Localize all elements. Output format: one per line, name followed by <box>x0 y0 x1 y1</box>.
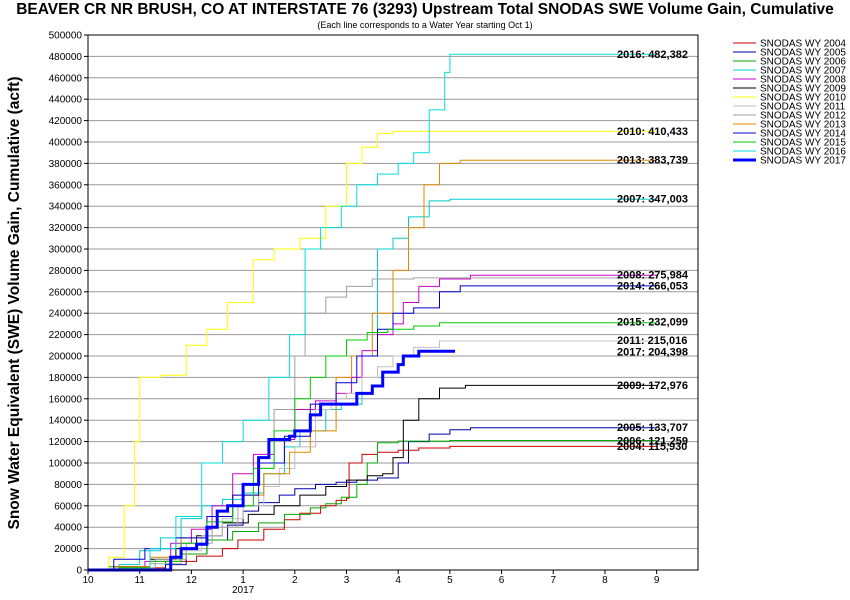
legend-label: SNODAS WY 2006 <box>760 57 846 68</box>
x-tick-label: 5 <box>447 575 453 586</box>
y-tick-label: 380000 <box>49 159 83 170</box>
series-line <box>88 130 658 571</box>
y-tick-label: 420000 <box>49 116 83 127</box>
y-tick-label: 0 <box>76 566 82 577</box>
x-tick-label: 3 <box>344 575 350 586</box>
y-tick-label: 480000 <box>49 52 83 63</box>
legend-label: SNODAS WY 2017 <box>760 156 846 167</box>
legend-label: SNODAS WY 2011 <box>760 102 846 113</box>
series-end-label: 2014: 266,053 <box>617 280 688 292</box>
x-tick-label: 2 <box>292 575 298 586</box>
x-tick-label: 4 <box>395 575 401 586</box>
series-line <box>88 159 658 571</box>
series-line <box>88 440 658 571</box>
series-line <box>88 198 658 571</box>
series-end-label: 2011: 215,016 <box>617 335 687 347</box>
y-tick-label: 240000 <box>49 309 83 320</box>
series-end-label: 2004: 115,930 <box>617 441 687 453</box>
y-tick-label: 220000 <box>49 330 83 341</box>
series-end-label: 2013: 383,739 <box>617 154 688 166</box>
legend-label: SNODAS WY 2010 <box>760 93 846 104</box>
series-end-label: 2009: 172,976 <box>617 380 688 392</box>
y-tick-label: 340000 <box>49 202 83 213</box>
legend-label: SNODAS WY 2014 <box>760 129 846 140</box>
y-tick-label: 60000 <box>54 501 82 512</box>
series-end-label: 2015: 232,099 <box>617 317 688 329</box>
x-tick-label: 12 <box>186 575 198 586</box>
y-tick-label: 500000 <box>49 31 83 42</box>
x-tick-label: 7 <box>550 575 556 586</box>
y-tick-label: 160000 <box>49 394 83 405</box>
series-line <box>88 321 658 571</box>
x-tick-label: 9 <box>654 575 660 586</box>
y-tick-label: 400000 <box>49 138 83 149</box>
y-tick-label: 300000 <box>49 245 83 256</box>
y-tick-label: 80000 <box>54 480 82 491</box>
series-end-label: 2016: 482,382 <box>617 49 688 61</box>
y-tick-label: 460000 <box>49 73 83 84</box>
y-tick-label: 280000 <box>49 266 83 277</box>
legend-label: SNODAS WY 2005 <box>760 48 846 59</box>
plot-frame <box>87 34 699 571</box>
legend-label: SNODAS WY 2009 <box>760 84 846 95</box>
legend-label: SNODAS WY 2015 <box>760 138 846 149</box>
x-tick-label: 6 <box>499 575 505 586</box>
legend-label: SNODAS WY 2008 <box>760 75 846 86</box>
x-tick-label: 1 <box>240 575 246 586</box>
series-end-label: 2005: 133,707 <box>617 422 688 434</box>
series-lines <box>88 53 658 572</box>
x-tick-label: 8 <box>602 575 608 586</box>
y-tick-label: 200000 <box>49 352 83 363</box>
series-end-label: 2008: 275,984 <box>617 270 689 282</box>
y-tick-label: 100000 <box>49 459 83 470</box>
x-tick-label: 10 <box>82 575 94 586</box>
y-tick-label: 140000 <box>49 416 83 427</box>
y-tick-label: 40000 <box>54 523 82 534</box>
legend-label: SNODAS WY 2013 <box>760 120 846 131</box>
legend-label: SNODAS WY 2007 <box>760 66 846 77</box>
series-line <box>88 53 658 571</box>
series-line <box>88 349 455 572</box>
y-tick-label: 360000 <box>49 180 83 191</box>
series-end-label: 2010: 410,433 <box>617 126 688 138</box>
chart-title: BEAVER CR NR BRUSH, CO AT INTERSTATE 76 … <box>16 1 834 18</box>
series-line <box>88 339 658 571</box>
legend-label: SNODAS WY 2004 <box>760 39 846 50</box>
series-line <box>88 384 658 571</box>
y-tick-label: 120000 <box>49 437 83 448</box>
legend-label: SNODAS WY 2016 <box>760 147 846 158</box>
series-line <box>88 445 658 571</box>
y-tick-label: 440000 <box>49 95 83 106</box>
y-axis-ticks: 0 20000 40000 60000 80000 100000 120000 140000 1… <box>49 31 88 577</box>
series-line <box>88 277 658 571</box>
y-tick-label: 20000 <box>54 544 82 555</box>
legend-label: SNODAS WY 2012 <box>760 111 846 122</box>
chart-subtitle: (Each line corresponds to a Water Year s… <box>317 20 533 30</box>
x-tick-label: 11 <box>134 575 145 586</box>
y-tick-label: 260000 <box>49 287 83 298</box>
series-end-label: 2006: 121,259 <box>617 435 688 447</box>
x-year-label: 2017 <box>232 585 255 596</box>
series-end-label: 2007: 347,003 <box>617 194 688 206</box>
series-end-label: 2017: 204,398 <box>617 346 688 358</box>
y-tick-label: 180000 <box>49 373 83 384</box>
y-tick-label: 320000 <box>49 223 83 234</box>
